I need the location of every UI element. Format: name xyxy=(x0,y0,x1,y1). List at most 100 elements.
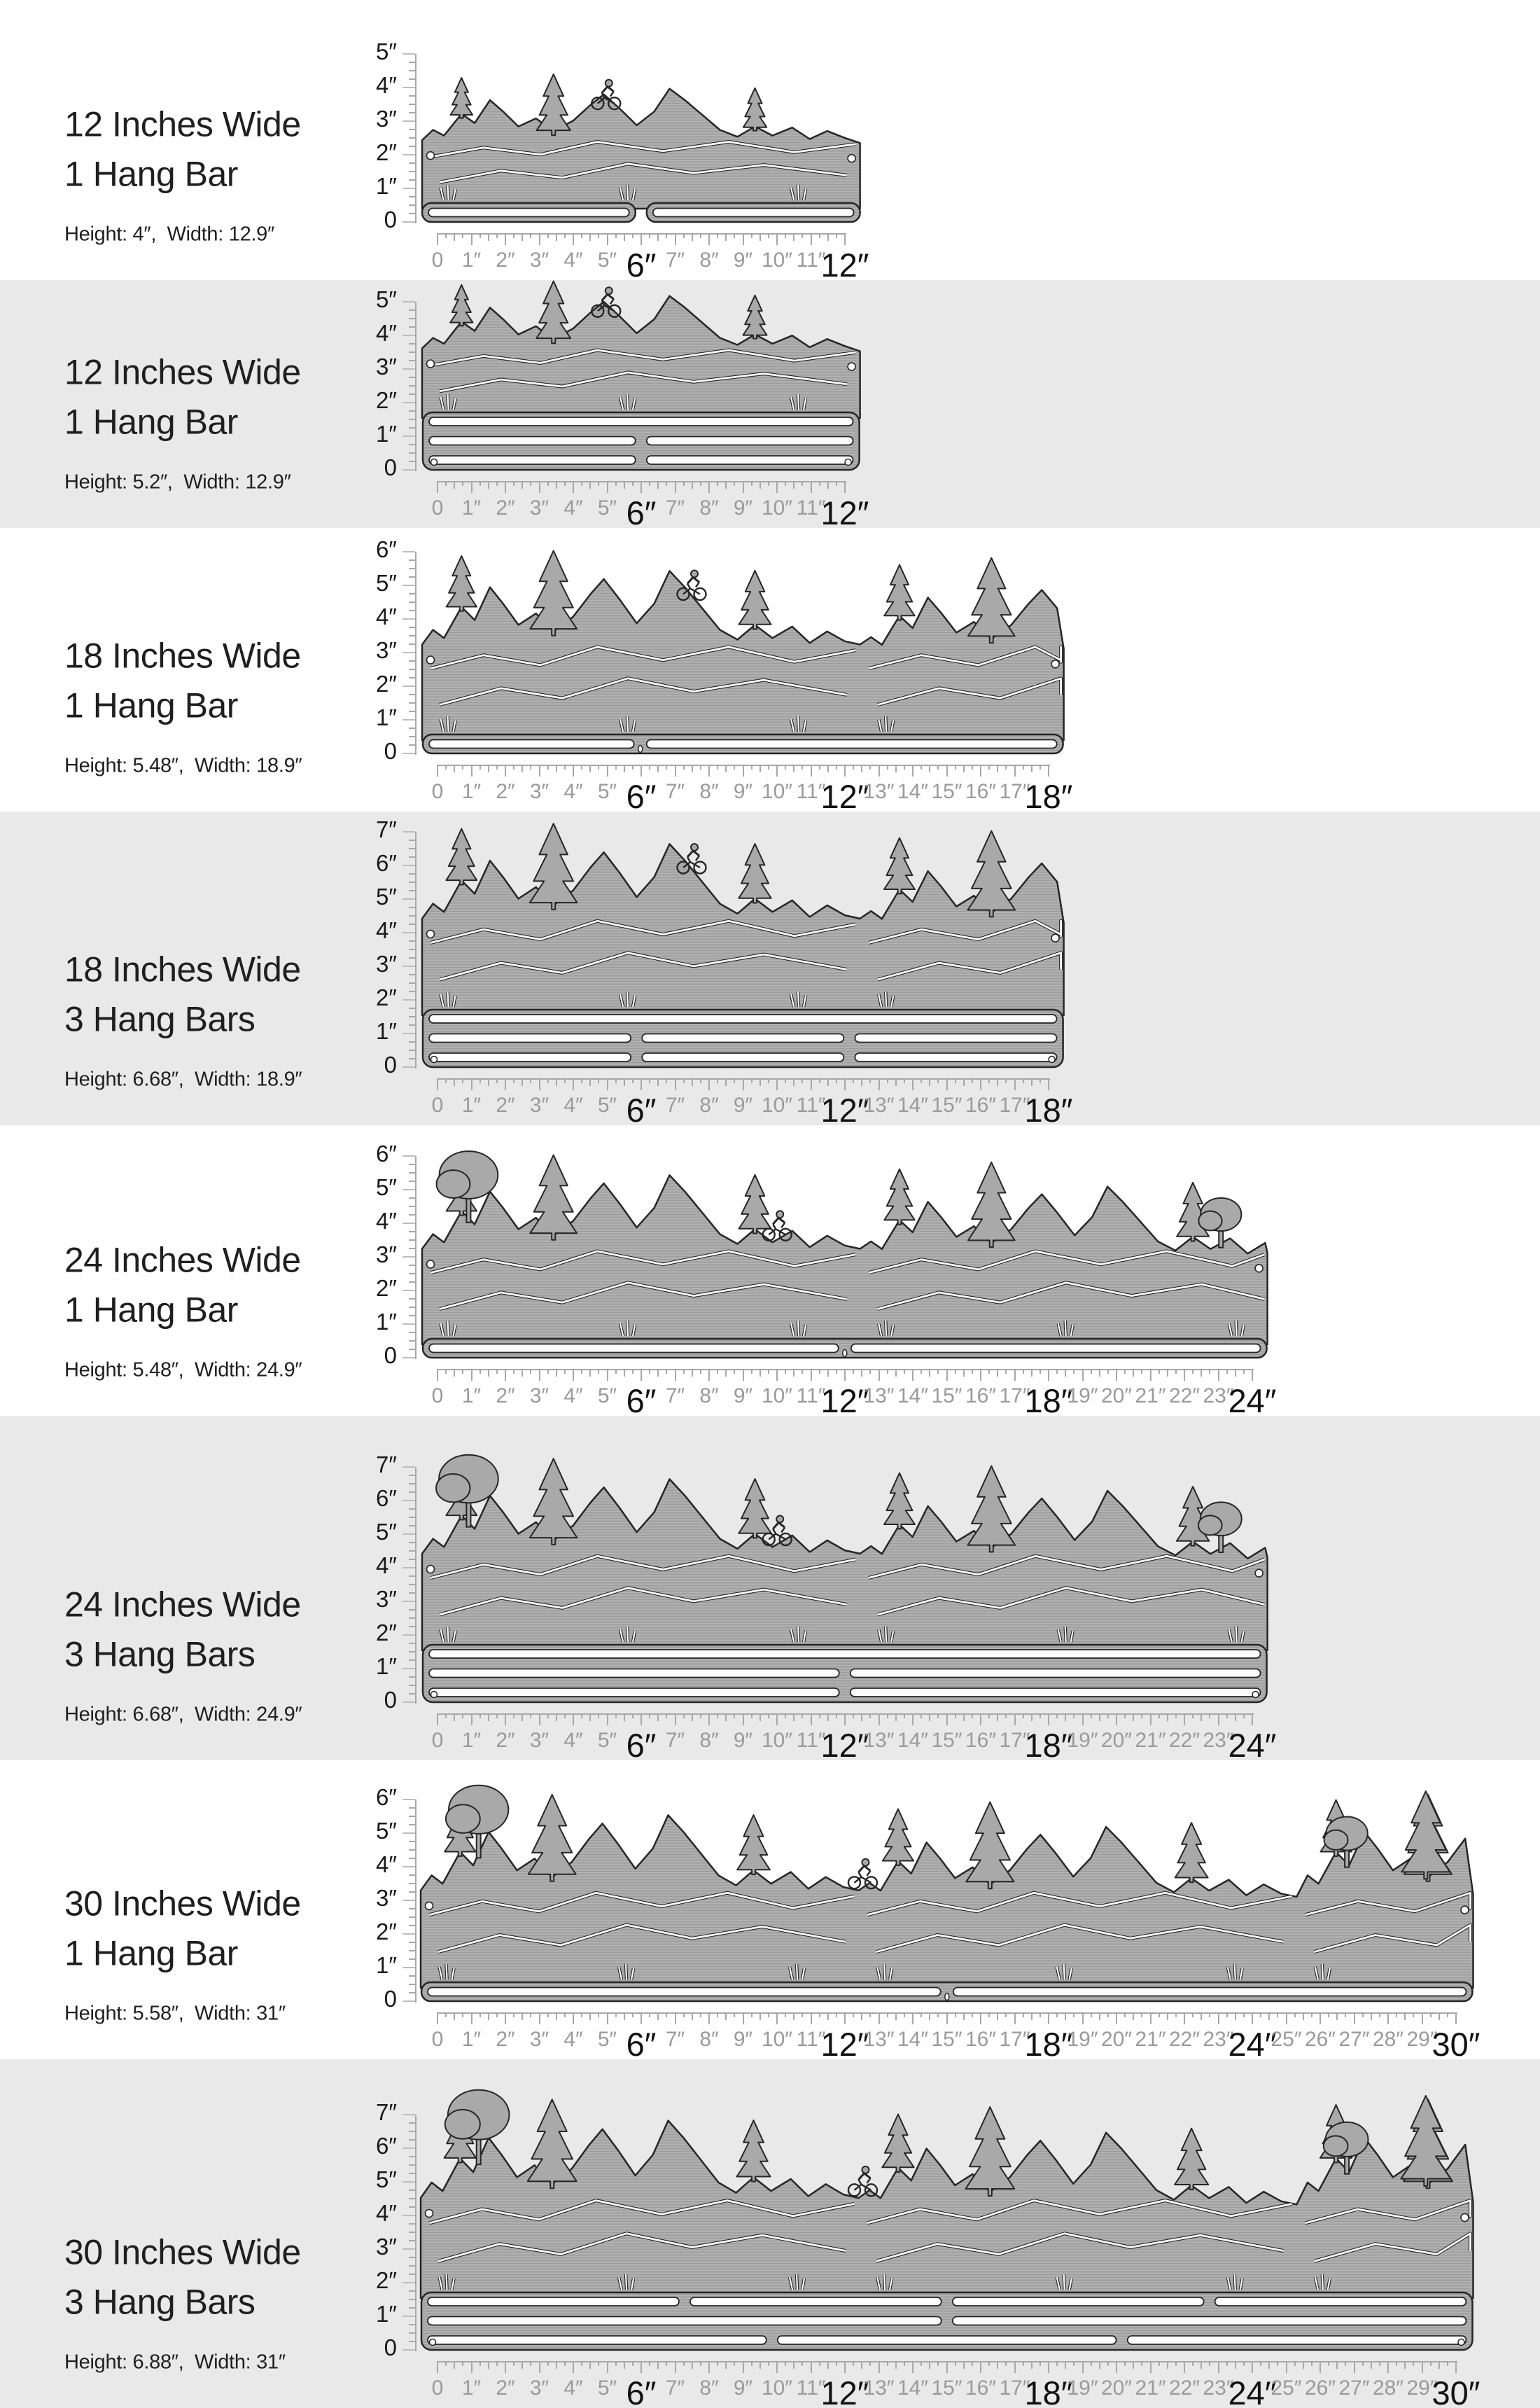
tick xyxy=(785,2361,787,2366)
tick xyxy=(409,1525,415,1526)
tick xyxy=(402,932,415,933)
tick xyxy=(750,1078,752,1083)
tick xyxy=(409,1807,415,1809)
tick xyxy=(1294,2012,1296,2017)
tick xyxy=(409,669,415,670)
ruler-label: 11″ xyxy=(796,1094,826,1117)
vertical-axis-line xyxy=(415,1467,416,1704)
tick xyxy=(409,1265,415,1266)
pine-tree-icon xyxy=(527,1794,577,1882)
tick xyxy=(649,765,651,770)
ruler-label: 8″ xyxy=(699,1094,719,1117)
pine-tree-icon xyxy=(449,77,474,119)
tick xyxy=(827,2012,829,2020)
tick xyxy=(776,2012,778,2024)
tick xyxy=(564,1713,566,1718)
product-dimensions: Height: 6.68″, Width: 24.9″ xyxy=(64,1703,302,1726)
tick xyxy=(409,1916,415,1918)
tick xyxy=(759,1369,761,1377)
tick xyxy=(767,2361,769,2366)
ruler-label: 18″ xyxy=(1024,2026,1073,2059)
tick xyxy=(402,87,415,88)
tick xyxy=(657,2012,659,2020)
product-row: 18 Inches Wide 1 Hang Bar Height: 5.48″,… xyxy=(0,528,1540,812)
tick xyxy=(402,719,415,721)
tick xyxy=(869,2361,872,2366)
ruler-label: 18″ xyxy=(1024,778,1073,812)
vertical-axis-line xyxy=(415,302,416,471)
tick xyxy=(409,309,415,311)
product-info: 12 Inches Wide 1 Hang Bar Height: 5.2″, … xyxy=(64,348,400,494)
tick xyxy=(682,1078,685,1083)
product-info: 18 Inches Wide 1 Hang Bar Height: 5.48″,… xyxy=(64,632,400,778)
ruler-label: 4″ xyxy=(375,917,397,943)
tick xyxy=(1378,2012,1380,2017)
tick xyxy=(1226,2012,1228,2017)
tick xyxy=(402,2000,415,2002)
product-title-line2: 1 Hang Bar xyxy=(64,1933,238,1973)
ruler-label: 26″ xyxy=(1305,2028,1336,2051)
tick xyxy=(606,2361,608,2373)
tick xyxy=(402,551,415,552)
ruler-label: 6″ xyxy=(626,246,657,280)
product-dimensions: Height: 4″, Width: 12.9″ xyxy=(64,223,274,246)
tick xyxy=(445,233,447,238)
tick xyxy=(1073,1713,1075,1718)
ruler-label: 6″ xyxy=(626,494,657,528)
tick xyxy=(759,233,761,241)
ruler-label: 0 xyxy=(431,780,444,803)
tick xyxy=(929,1369,931,1377)
tick xyxy=(903,1713,905,1718)
ruler-label: 11″ xyxy=(796,780,826,803)
tick xyxy=(462,1713,464,1718)
tick xyxy=(818,2012,820,2017)
tick xyxy=(750,233,752,238)
ruler-label: 6″ xyxy=(626,2374,657,2408)
hang-bar-slot xyxy=(850,1343,1261,1353)
tick xyxy=(402,1189,415,1190)
tick xyxy=(1014,2361,1016,2373)
pine-tree-icon xyxy=(1319,2104,1353,2164)
tick xyxy=(785,1369,787,1374)
tick xyxy=(409,1992,415,1993)
tick xyxy=(409,1584,415,1585)
tick xyxy=(409,1883,415,1884)
pine-tree-icon xyxy=(536,73,571,137)
tick xyxy=(547,1369,549,1374)
tick xyxy=(793,481,795,489)
tick xyxy=(878,1369,880,1381)
tick xyxy=(555,1713,557,1721)
tick xyxy=(479,1369,481,1374)
hang-bar-slot xyxy=(428,1052,632,1062)
tick xyxy=(479,765,481,770)
tick xyxy=(734,765,736,770)
tick xyxy=(402,1066,415,1068)
tick xyxy=(409,1058,415,1059)
tick xyxy=(640,481,642,493)
tick xyxy=(1022,2012,1024,2017)
tick xyxy=(1039,1078,1041,1083)
tick xyxy=(409,1950,415,1951)
tick xyxy=(402,585,415,586)
tick xyxy=(581,233,583,238)
pine-tree-icon xyxy=(536,280,572,345)
tick xyxy=(402,335,415,336)
tick xyxy=(1320,2012,1321,2024)
tick xyxy=(409,146,415,147)
pine-tree-icon xyxy=(965,1801,1015,1890)
tick xyxy=(861,1369,863,1377)
tick xyxy=(409,949,415,950)
ruler-label: 3″ xyxy=(529,249,550,272)
tick xyxy=(1098,2012,1100,2020)
ruler-label: 27″ xyxy=(1338,2376,1370,2400)
hang-bar-slot xyxy=(645,739,1058,749)
tick xyxy=(402,2215,415,2216)
tick xyxy=(470,1369,472,1381)
tick xyxy=(649,481,651,486)
ruler-label: 18″ xyxy=(1024,2374,1073,2408)
tick xyxy=(573,1369,574,1381)
tick xyxy=(1328,2361,1330,2366)
tick xyxy=(929,1713,931,1721)
tick xyxy=(505,1078,506,1090)
artwork-host xyxy=(419,1784,1474,2003)
